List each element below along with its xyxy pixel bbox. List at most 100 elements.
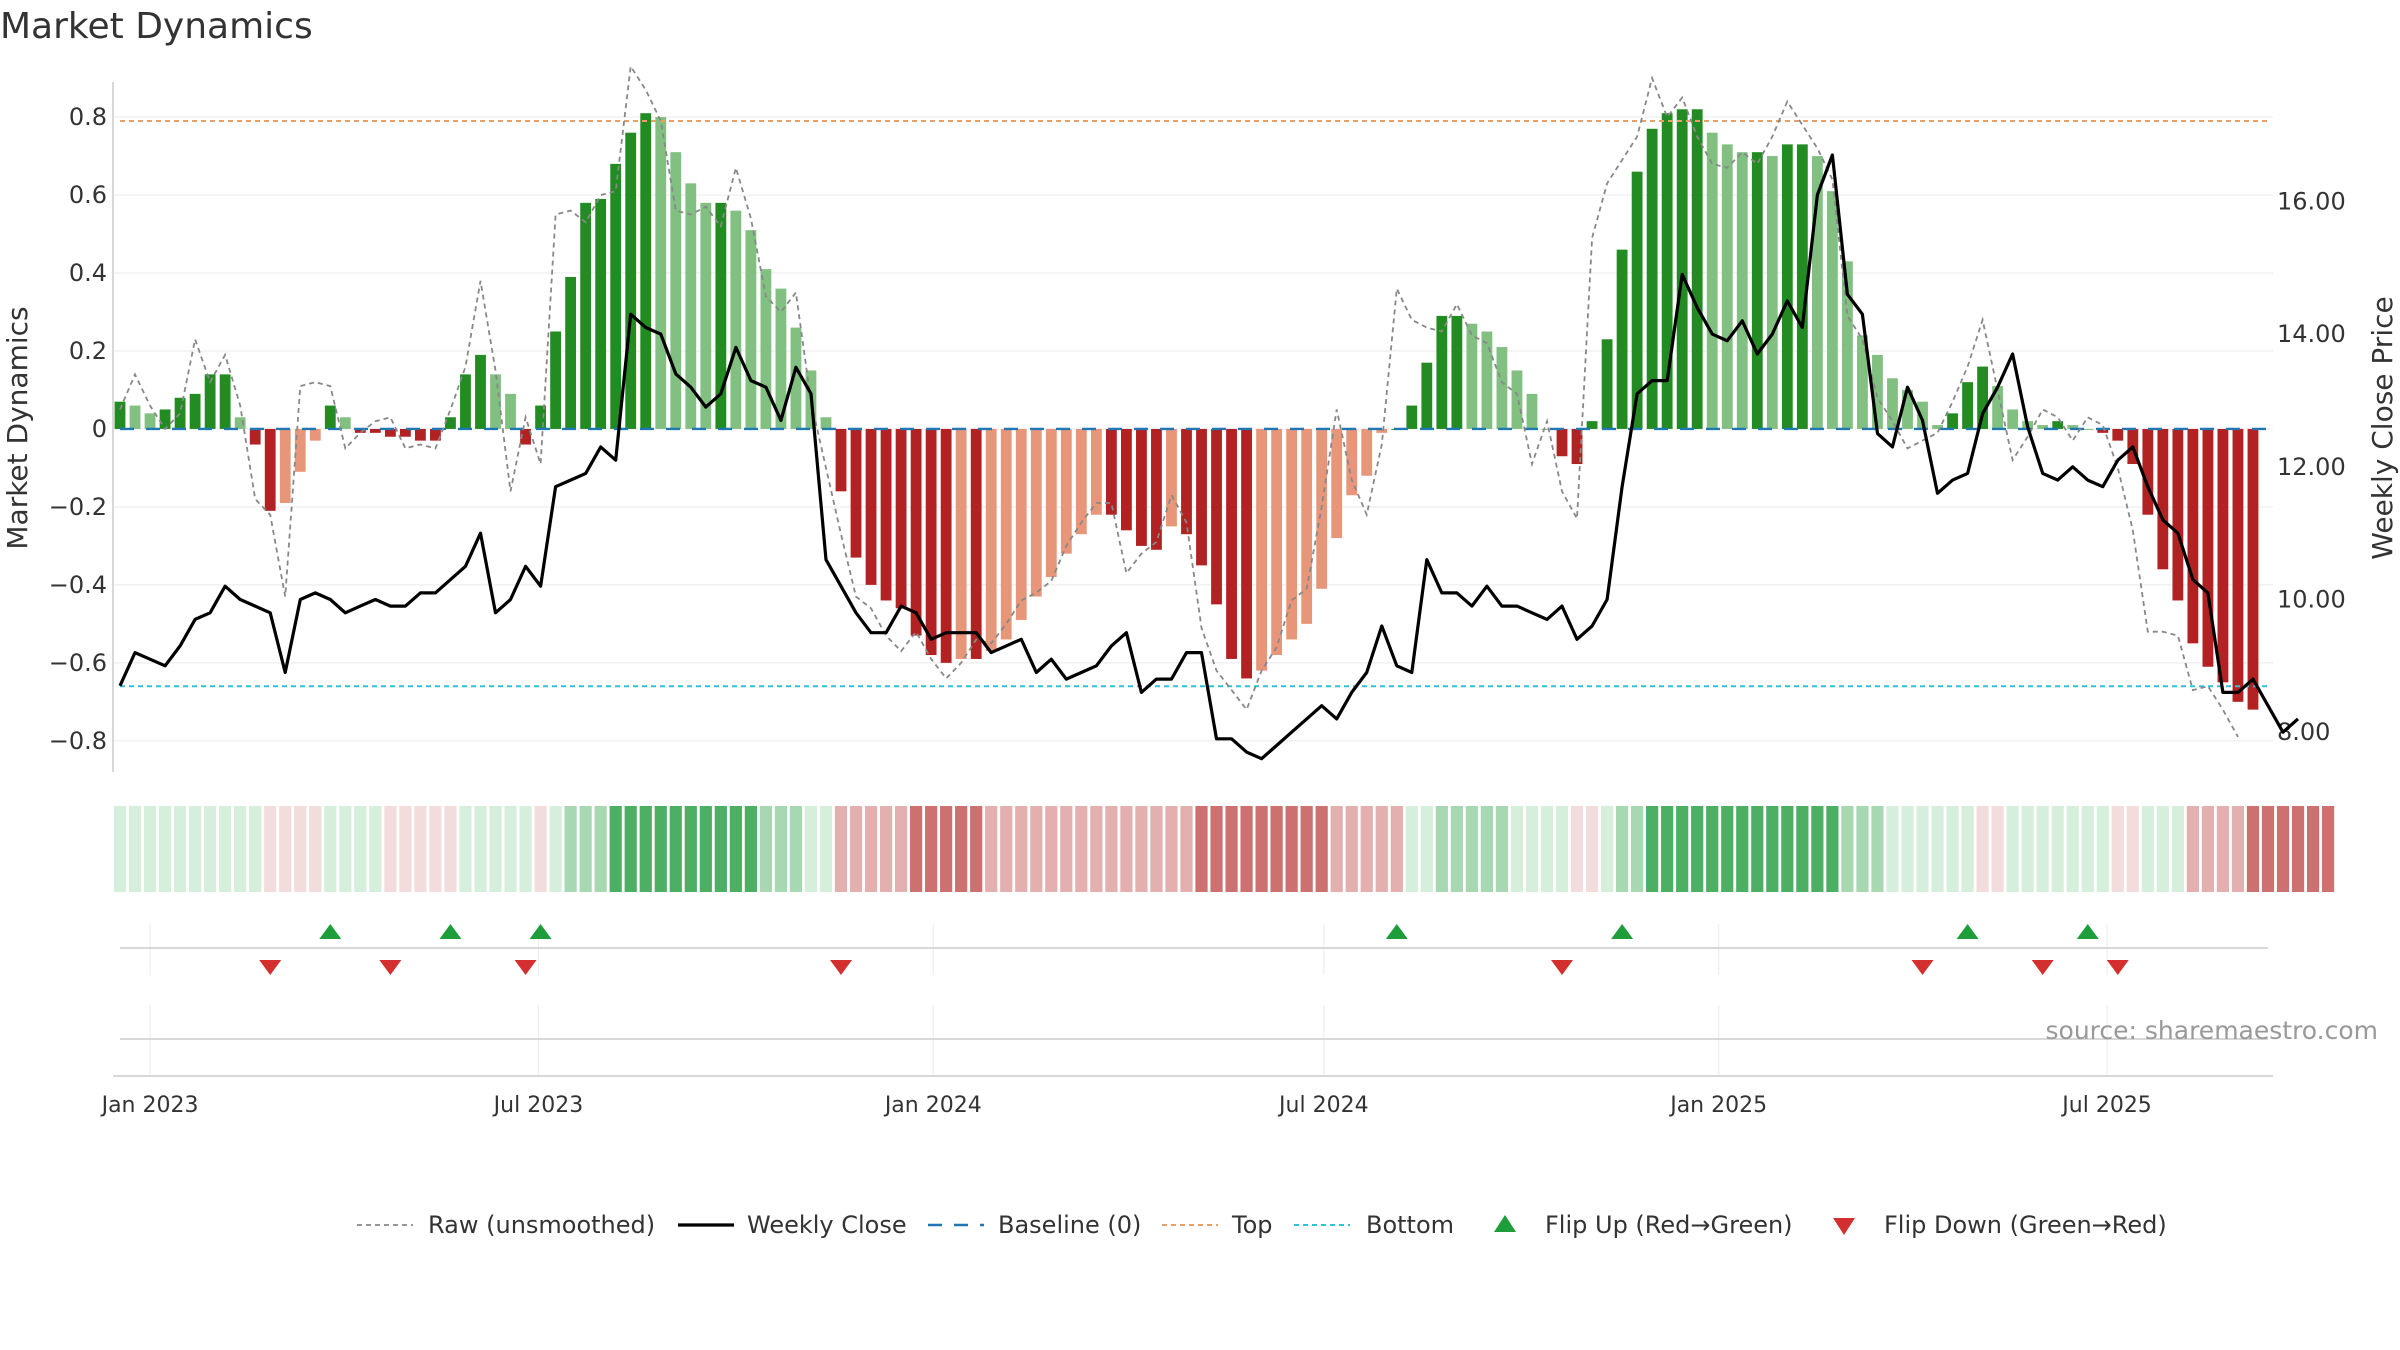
- flip-up-marker: [1956, 924, 1979, 939]
- dynamics-bar: [1481, 331, 1493, 429]
- regime-cell: [2156, 806, 2169, 892]
- regime-cell: [444, 806, 457, 892]
- flip-down-marker: [2031, 960, 2054, 975]
- regime-cell: [2186, 806, 2199, 892]
- dynamics-bar: [1346, 428, 1358, 496]
- regime-cell: [1390, 806, 1403, 892]
- legend-label: Weekly Close: [747, 1211, 907, 1239]
- left-tick-label: 0.4: [69, 259, 107, 287]
- dynamics-bar: [174, 397, 186, 429]
- regime-cell: [1931, 806, 1944, 892]
- regime-cell: [1015, 806, 1028, 892]
- dynamics-bar: [1090, 428, 1102, 515]
- flip-down-marker: [514, 960, 537, 975]
- regime-cell: [624, 806, 637, 892]
- regime-cell: [1495, 806, 1509, 892]
- dynamics-bar: [1661, 113, 1673, 429]
- dynamics-bar: [1872, 354, 1883, 429]
- dynamics-bar: [1436, 315, 1448, 429]
- dynamics-bar: [1691, 109, 1703, 429]
- regime-cell: [714, 806, 727, 892]
- dynamics-bar: [264, 428, 276, 511]
- dynamics-bar: [865, 428, 877, 585]
- regime-cell: [2006, 806, 2019, 892]
- dynamics-bar: [279, 428, 291, 504]
- regime-cell: [955, 806, 968, 892]
- raw-unsmoothed-line: [119, 63, 2239, 738]
- legend-label: Bottom: [1366, 1211, 1454, 1239]
- regime-cell: [1841, 806, 1854, 892]
- dynamics-bar: [925, 428, 937, 656]
- regime-cell: [414, 806, 427, 892]
- flip-up-marker: [529, 924, 552, 939]
- dynamics-bar: [1796, 144, 1808, 429]
- regime-cell: [1600, 806, 1614, 892]
- dynamics-bar: [895, 428, 907, 609]
- dynamics-bar: [294, 428, 306, 472]
- dynamics-bar: [219, 374, 231, 429]
- flip-up-marker: [319, 924, 342, 939]
- dynamics-bar: [2112, 428, 2124, 441]
- regime-cell: [925, 806, 938, 892]
- dynamics-bar: [1256, 428, 1268, 671]
- dynamics-bar: [354, 428, 366, 433]
- regime-cell: [519, 806, 532, 892]
- dynamics-bar: [1646, 128, 1658, 429]
- dynamics-bar: [399, 428, 411, 437]
- dynamics-bar: [1000, 428, 1012, 640]
- regime-cell: [1796, 806, 1809, 892]
- dynamics-bar: [670, 152, 682, 429]
- flip-up-marker: [1611, 924, 1634, 939]
- dynamics-bar: [790, 327, 802, 429]
- regime-cell: [1585, 806, 1599, 892]
- dynamics-bar: [2037, 425, 2049, 429]
- regime-cell: [113, 806, 127, 892]
- dynamics-bar: [970, 428, 982, 659]
- left-tick-label: 0.6: [69, 181, 107, 209]
- dynamics-bar: [1211, 428, 1222, 605]
- flip-down-marker: [2106, 960, 2129, 975]
- regime-cell: [309, 806, 322, 892]
- regime-cell: [1405, 806, 1418, 892]
- regime-cell: [489, 806, 502, 892]
- regime-cell: [474, 806, 487, 892]
- regime-cell: [534, 806, 547, 892]
- regime-cell: [834, 806, 848, 892]
- regime-cell: [639, 806, 652, 892]
- dynamics-bar: [204, 374, 216, 429]
- regime-cell: [2081, 806, 2094, 892]
- regime-cell: [1525, 806, 1539, 892]
- dynamics-bar: [1977, 366, 1989, 429]
- dynamics-bar: [460, 374, 471, 429]
- dynamics-bar: [1616, 249, 1628, 429]
- legend-item: Flip Up (Red→Green): [1494, 1211, 1793, 1239]
- regime-cell: [1540, 806, 1554, 892]
- flip-down-marker: [1551, 960, 1574, 975]
- regime-cell: [294, 806, 307, 892]
- dynamics-bar: [1842, 261, 1853, 429]
- regime-cell: [399, 806, 412, 892]
- dynamics-bar: [910, 428, 922, 636]
- regime-cell: [1105, 806, 1118, 892]
- dynamics-bar: [1586, 421, 1598, 429]
- dynamics-bar: [535, 405, 546, 429]
- regime-cell: [1991, 806, 2004, 892]
- main-panel: 0.8 0.6 0.4 0.2 0 −0.2 −0.4 −0.6 −0.8 16.00 14.00…: [1, 63, 2399, 772]
- regime-cell: [1135, 806, 1148, 892]
- regime-cell: [2306, 806, 2320, 892]
- regime-cell: [1886, 806, 1899, 892]
- left-tick-label: 0.8: [69, 103, 107, 131]
- flip-down-marker: [379, 960, 402, 975]
- dynamics-bar: [1902, 389, 1913, 429]
- dynamics-bar: [2007, 409, 2019, 429]
- regime-cell: [699, 806, 712, 892]
- regime-cell: [1616, 806, 1629, 892]
- regime-cell: [2291, 806, 2305, 892]
- flip-down-marker: [259, 960, 282, 975]
- regime-cell: [1165, 806, 1178, 892]
- legend-item: Baseline (0): [928, 1211, 1141, 1239]
- legend-swatch: [1833, 1218, 1855, 1235]
- regime-cell: [1315, 806, 1328, 892]
- dynamics-bar: [850, 428, 862, 558]
- regime-cell: [1225, 806, 1238, 892]
